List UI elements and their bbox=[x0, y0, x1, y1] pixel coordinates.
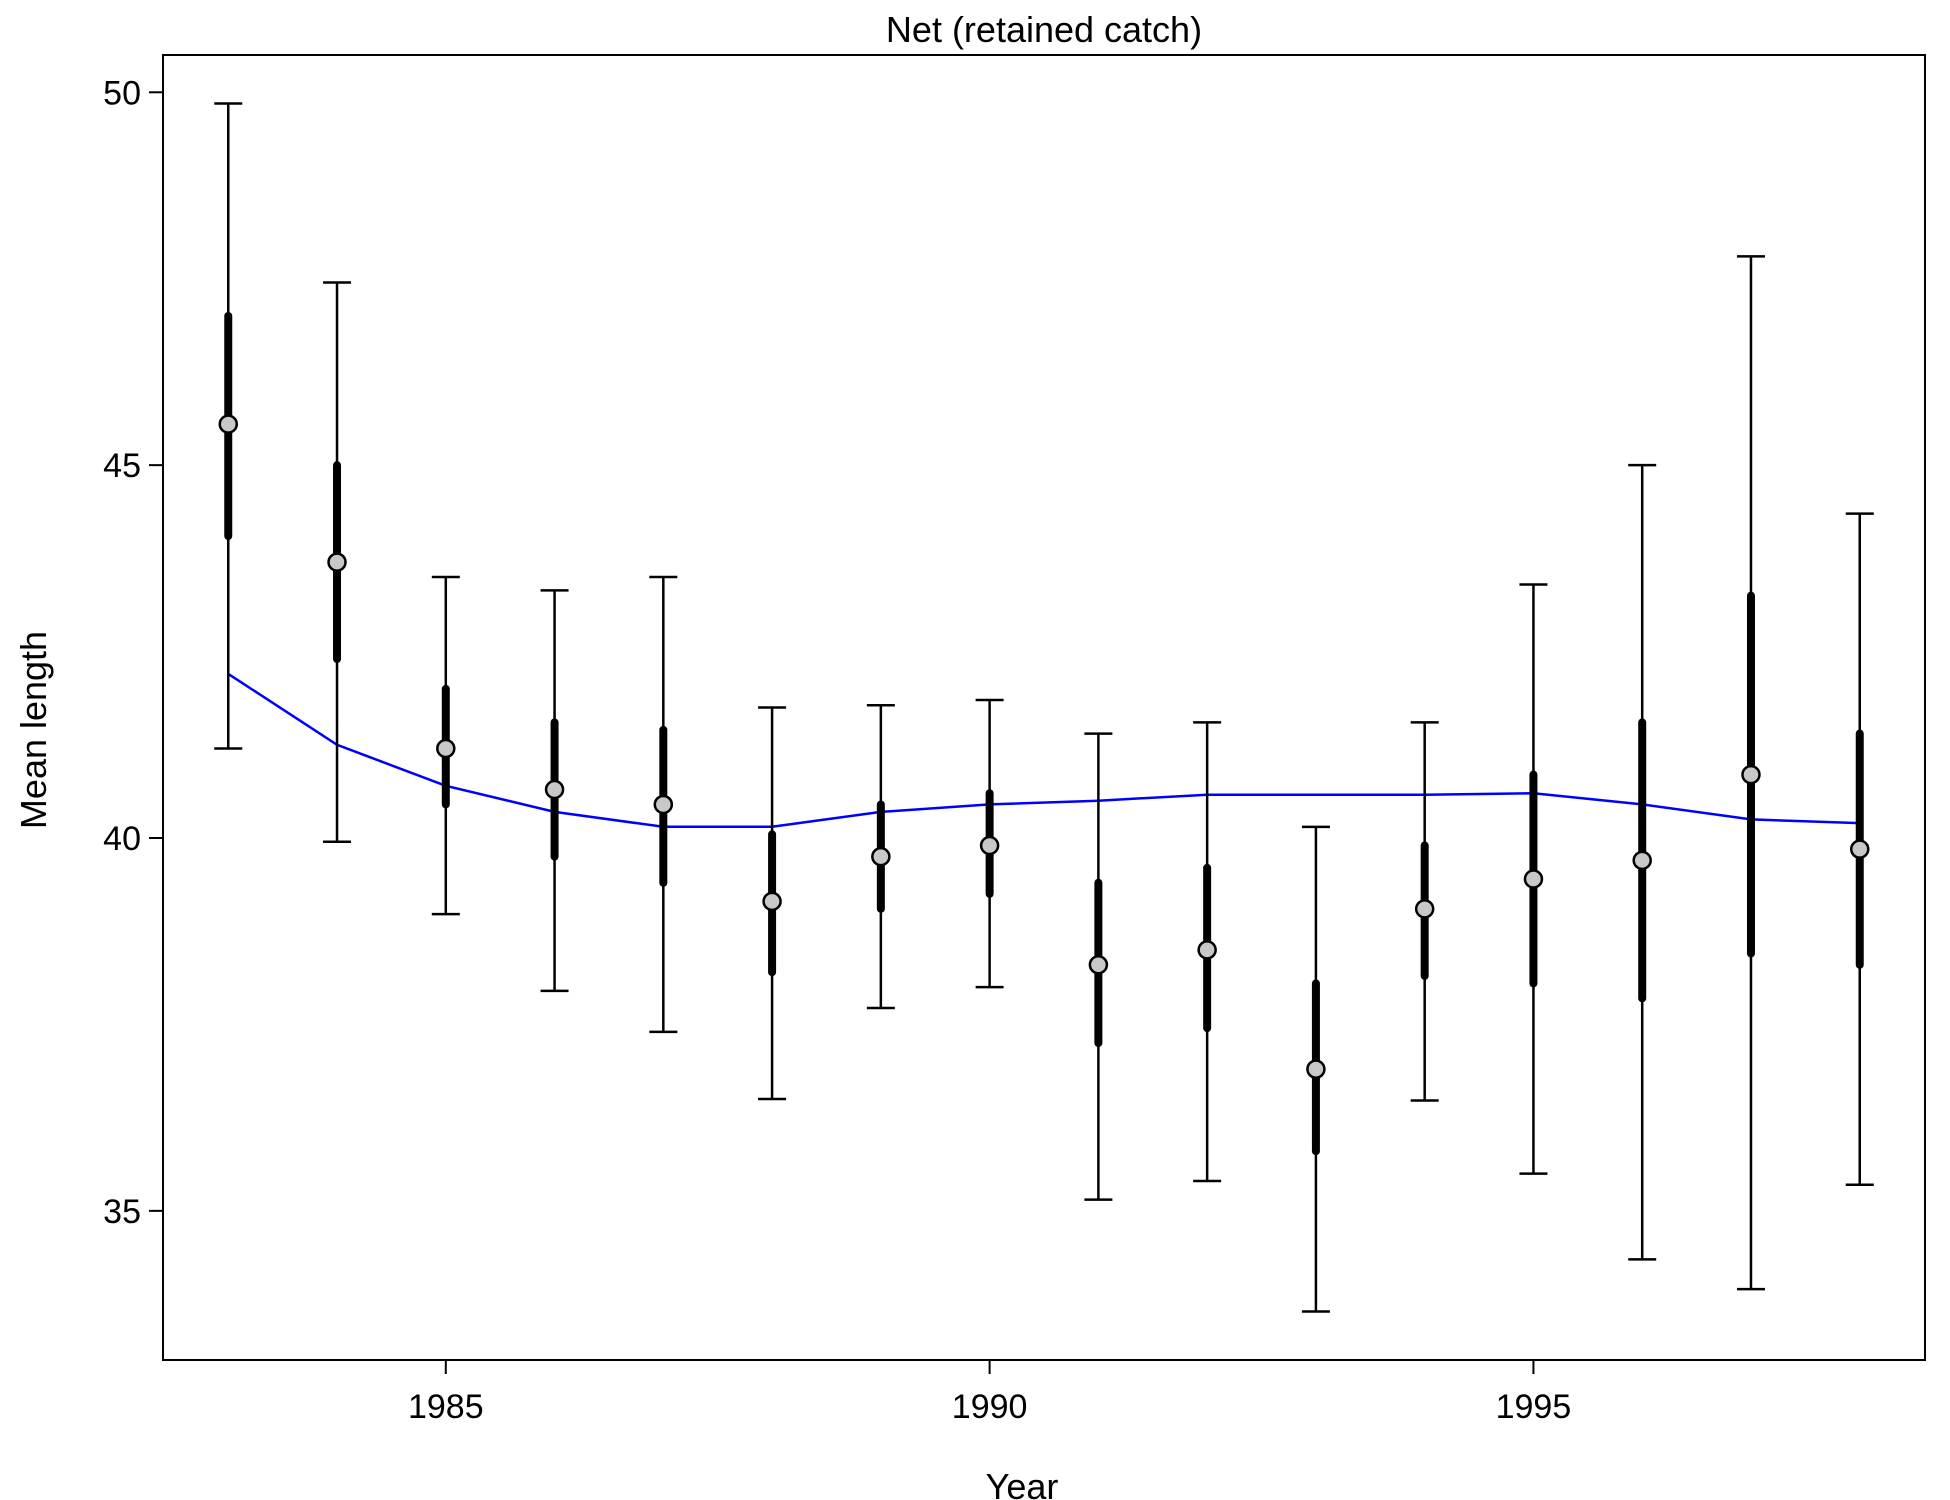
data-point-1994 bbox=[1414, 899, 1435, 919]
fit-layer bbox=[227, 672, 1860, 829]
x-axis-title: Year bbox=[986, 1466, 1059, 1500]
data-point-1995 bbox=[1523, 869, 1544, 889]
data-point-1987 bbox=[653, 794, 674, 815]
y-axis: 35 40 45 50 bbox=[103, 74, 163, 1231]
chart-title: Net (retained catch) bbox=[886, 9, 1202, 50]
x-tick-label-1985: 1985 bbox=[408, 1388, 484, 1426]
points-layer bbox=[218, 414, 1870, 1079]
data-point-1993 bbox=[1306, 1059, 1326, 1079]
data-point-1992 bbox=[1197, 940, 1217, 960]
y-tick-label-40: 40 bbox=[103, 820, 141, 858]
data-point-1998 bbox=[1849, 839, 1870, 859]
data-point-1996 bbox=[1632, 850, 1652, 871]
data-point-1997 bbox=[1741, 764, 1761, 785]
y-tick-label-50: 50 bbox=[103, 74, 141, 112]
x-tick-label-1990: 1990 bbox=[952, 1388, 1028, 1426]
y-tick-label-35: 35 bbox=[103, 1193, 141, 1231]
data-point-1983 bbox=[218, 414, 239, 434]
data-point-1990 bbox=[979, 835, 1000, 856]
plot-frame bbox=[162, 54, 1926, 1361]
data-point-1991 bbox=[1088, 955, 1109, 975]
x-tick-label-1995: 1995 bbox=[1496, 1388, 1572, 1426]
data-point-1988 bbox=[762, 891, 782, 912]
fit-line bbox=[227, 672, 1860, 829]
data-point-1984 bbox=[327, 552, 347, 572]
error-bars-layer bbox=[214, 102, 1874, 1313]
data-point-1989 bbox=[871, 846, 891, 867]
x-axis: 1985 1990 1995 bbox=[408, 1360, 1571, 1426]
y-axis-title: Mean length bbox=[13, 631, 54, 829]
data-point-1985 bbox=[436, 738, 456, 759]
y-tick-label-45: 45 bbox=[103, 447, 141, 485]
data-point-1986 bbox=[544, 779, 565, 800]
